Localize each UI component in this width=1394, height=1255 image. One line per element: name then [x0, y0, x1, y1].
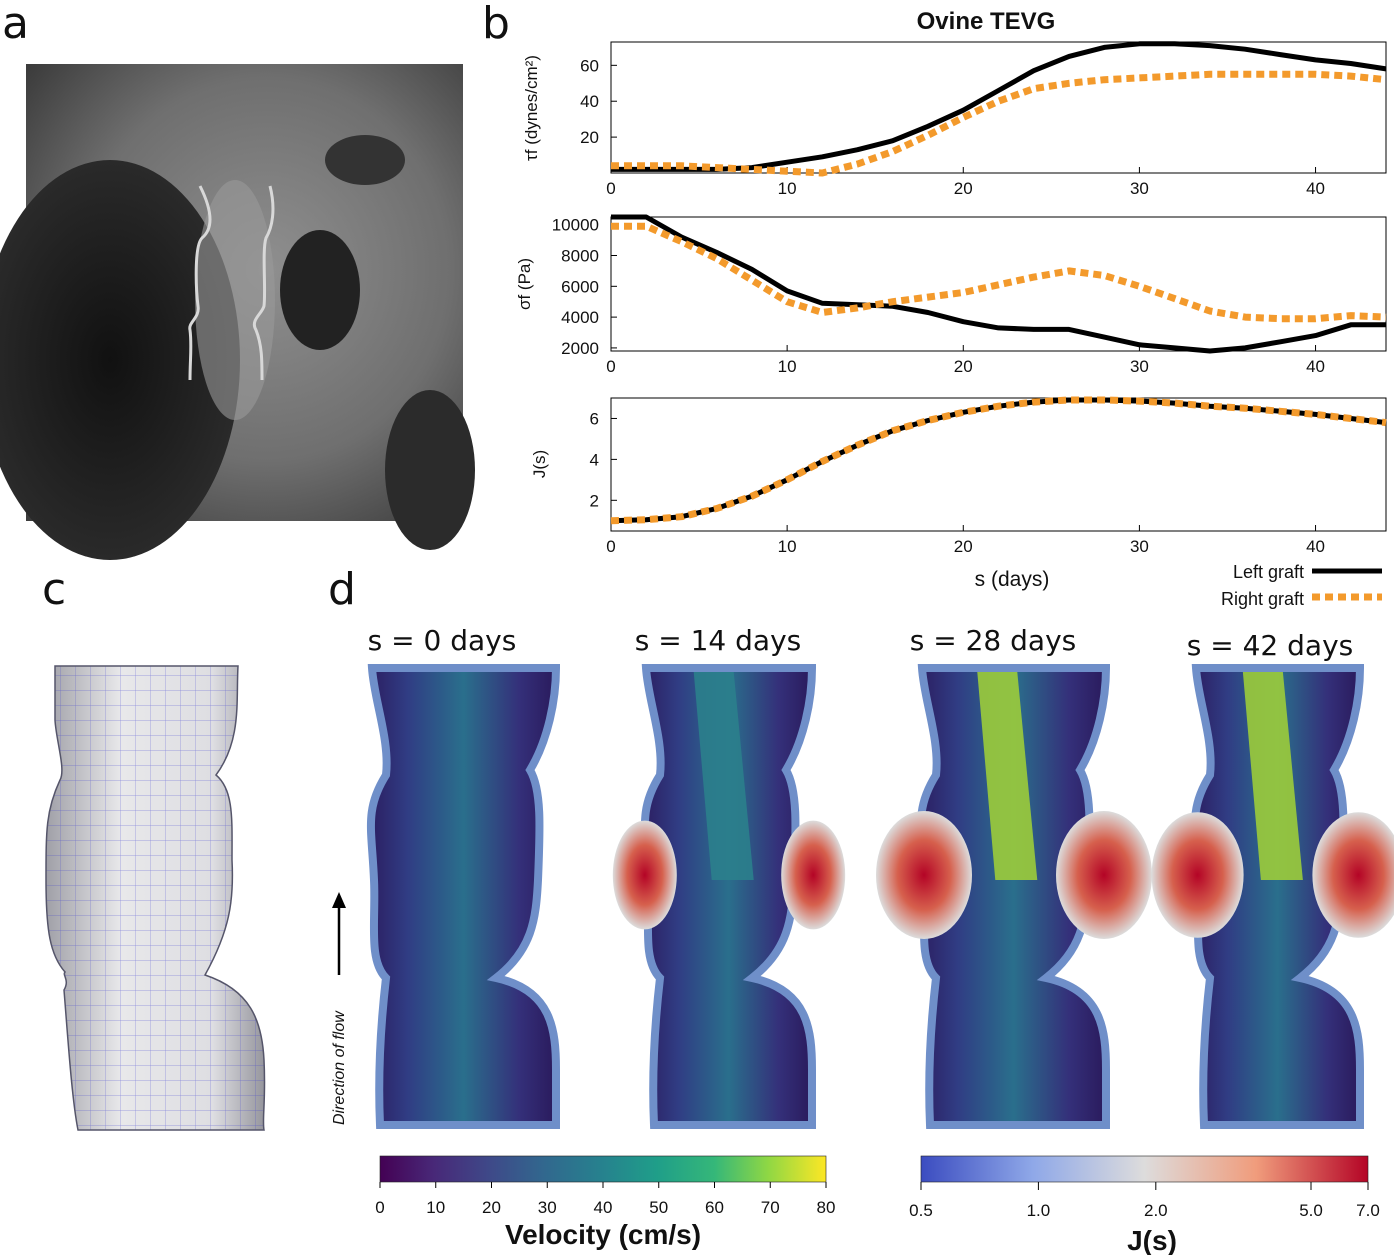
y-tick-label-1-4: 10000 — [552, 216, 599, 235]
y-tick-label-0-0: 20 — [580, 128, 599, 147]
x-tick-label-0-4: 40 — [1306, 179, 1325, 198]
velocity-tick-label-2: 20 — [482, 1198, 501, 1217]
y-tick-label-0-2: 60 — [580, 56, 599, 75]
x-tick-label-0-2: 20 — [954, 179, 973, 198]
j-tick-label-3: 5.0 — [1299, 1201, 1323, 1220]
x-tick-label-1-3: 30 — [1130, 357, 1149, 376]
y-axis-label-2: J(s) — [530, 450, 549, 478]
y-tick-label-2-0: 2 — [590, 491, 599, 510]
j-tick-label-2: 2.0 — [1144, 1201, 1168, 1220]
plot-frame-1 — [610, 216, 1387, 352]
velocity-tick-label-1: 10 — [426, 1198, 445, 1217]
x-tick-label-2-2: 20 — [954, 537, 973, 556]
velocity-colorbar — [379, 1155, 827, 1183]
velocity-tick-label-0: 0 — [375, 1198, 384, 1217]
right-bulge — [1312, 812, 1394, 938]
velocity-jet — [693, 672, 754, 880]
vessel-wall — [1190, 664, 1365, 1129]
velocity-colorbar-label: Velocity (cm/s) — [505, 1219, 701, 1250]
j-colorbar — [920, 1155, 1369, 1183]
right-bulge — [781, 820, 846, 930]
j-tick-label-1: 1.0 — [1027, 1201, 1051, 1220]
y-tick-label-2-1: 4 — [590, 450, 599, 469]
flow-arrow-icon — [332, 892, 346, 908]
y-tick-label-2-2: 6 — [590, 409, 599, 428]
x-tick-label-2-4: 40 — [1306, 537, 1325, 556]
y-tick-label-1-0: 2000 — [561, 339, 599, 358]
velocity-tick-label-3: 30 — [538, 1198, 557, 1217]
left-bulge — [1151, 812, 1244, 938]
x-tick-label-2-1: 10 — [778, 537, 797, 556]
legend-left-label: Left graft — [1233, 562, 1304, 582]
legend-right-label: Right graft — [1221, 589, 1304, 609]
j-colorbar-label: J(s) — [1127, 1225, 1177, 1255]
series-line-1-1 — [611, 222, 1387, 323]
left-bulge — [876, 811, 972, 939]
velocity-tick-label-4: 40 — [594, 1198, 613, 1217]
right-bulge — [1056, 811, 1152, 939]
panel-label-a: a — [2, 0, 29, 49]
vessel-wall — [366, 664, 561, 1129]
panel-label-c: c — [42, 564, 67, 615]
panel-label-d: d — [328, 564, 356, 615]
x-tick-label-0-3: 30 — [1130, 179, 1149, 198]
j-tick-label-4: 7.0 — [1356, 1201, 1380, 1220]
x-tick-label-0-0: 0 — [606, 179, 615, 198]
series-line-0-0 — [611, 41, 1387, 172]
velocity-tick-label-8: 80 — [817, 1198, 836, 1217]
series-line-2-1 — [610, 396, 1387, 525]
series-line-0-1 — [611, 70, 1387, 177]
vessel-wall — [640, 664, 817, 1129]
left-bulge — [612, 820, 677, 930]
snapshot-label-2: s = 28 days — [910, 624, 1076, 657]
velocity-tick-label-6: 60 — [705, 1198, 724, 1217]
velocity-tick-label-7: 70 — [761, 1198, 780, 1217]
panel-label-b: b — [482, 0, 510, 49]
x-tick-label-2-0: 0 — [606, 537, 615, 556]
j-tick-label-0: 0.5 — [909, 1201, 933, 1220]
y-tick-label-1-2: 6000 — [561, 277, 599, 296]
series-line-1-0 — [611, 214, 1386, 354]
x-tick-label-1-0: 0 — [606, 357, 615, 376]
chart-title: Ovine TEVG — [917, 8, 1056, 35]
flow-direction-label: Direction of flow — [331, 1010, 348, 1125]
plot-frame-2 — [610, 397, 1387, 532]
y-axis-label-1: σf (Pa) — [515, 258, 534, 310]
y-tick-label-1-1: 4000 — [561, 308, 599, 327]
y-axis-label-0: τf (dynes/cm²) — [522, 55, 541, 161]
snapshot-label-1: s = 14 days — [635, 624, 801, 657]
velocity-jet — [977, 672, 1038, 880]
velocity-jet — [1242, 672, 1303, 880]
plot-frame-0 — [610, 41, 1387, 174]
x-tick-label-2-3: 30 — [1130, 537, 1149, 556]
x-tick-label-1-4: 40 — [1306, 357, 1325, 376]
y-tick-label-1-3: 8000 — [561, 247, 599, 266]
x-tick-label-1-2: 20 — [954, 357, 973, 376]
x-tick-label-0-1: 10 — [778, 179, 797, 198]
velocity-tick-label-5: 50 — [649, 1198, 668, 1217]
snapshot-label-3: s = 42 days — [1187, 629, 1353, 662]
y-tick-label-0-1: 40 — [580, 92, 599, 111]
x-tick-label-1-1: 10 — [778, 357, 797, 376]
snapshot-label-0: s = 0 days — [368, 624, 517, 657]
x-axis-label: s (days) — [975, 568, 1050, 591]
